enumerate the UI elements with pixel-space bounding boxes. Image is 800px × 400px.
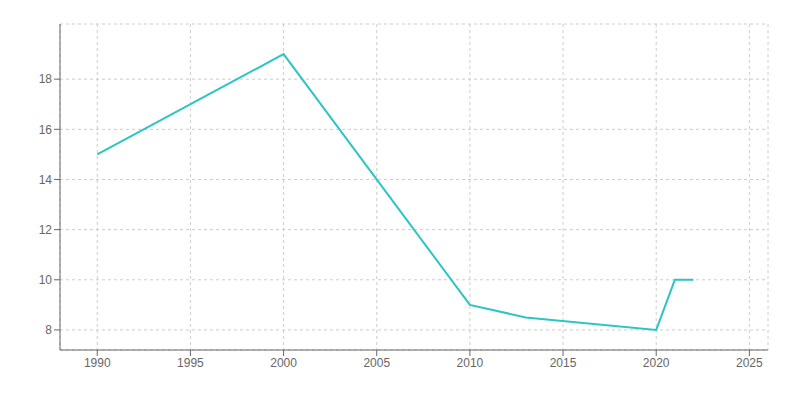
svg-text:12: 12 <box>39 223 53 237</box>
svg-text:16: 16 <box>39 123 53 137</box>
svg-text:10: 10 <box>39 273 53 287</box>
svg-text:2000: 2000 <box>270 356 297 370</box>
svg-text:2005: 2005 <box>363 356 390 370</box>
svg-text:18: 18 <box>39 72 53 86</box>
svg-text:8: 8 <box>45 323 52 337</box>
svg-text:2025: 2025 <box>736 356 763 370</box>
svg-text:2015: 2015 <box>550 356 577 370</box>
svg-text:2020: 2020 <box>643 356 670 370</box>
svg-text:1990: 1990 <box>84 356 111 370</box>
svg-text:14: 14 <box>39 173 53 187</box>
svg-text:2010: 2010 <box>457 356 484 370</box>
svg-text:1995: 1995 <box>177 356 204 370</box>
